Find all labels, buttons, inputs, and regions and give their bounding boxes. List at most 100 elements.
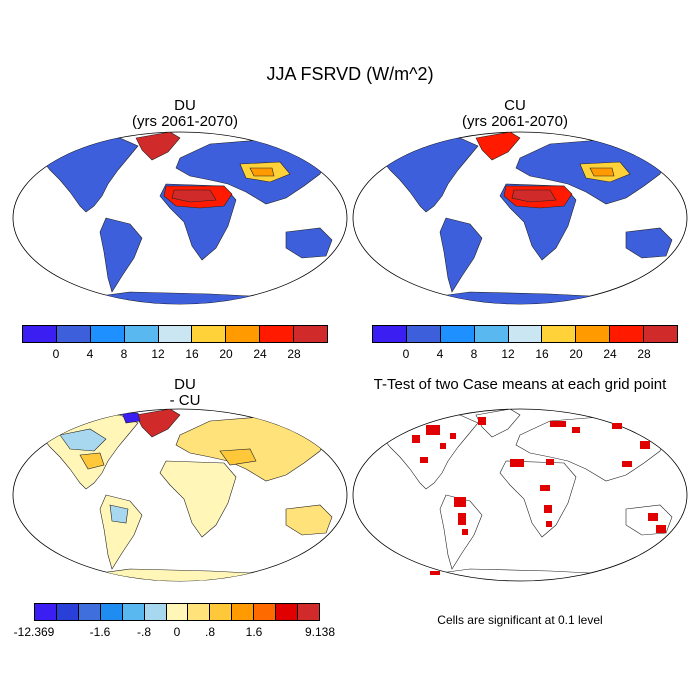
- colorbar-swatch: [226, 326, 261, 342]
- land-antarctica: [49, 291, 311, 304]
- colorbar-tick-label: 0: [173, 625, 181, 639]
- colorbar-diff-ticks: -12.369 -1.6 -.8 0 .8 1.6 9.138: [14, 625, 335, 641]
- map-diff: [12, 408, 348, 582]
- colorbar-tick-label: -12.369: [13, 625, 55, 639]
- sig-cell: [440, 443, 446, 449]
- colorbar-swatch: [23, 326, 57, 342]
- colorbar-swatch: [78, 604, 101, 620]
- colorbar-swatch: [90, 326, 125, 342]
- sig-cell: [622, 461, 632, 467]
- main-title: JJA FSRVD (W/m^2): [266, 64, 434, 84]
- colorbar-swatch: [406, 326, 441, 342]
- land-north-america: [41, 137, 139, 213]
- colorbar-swatch: [254, 604, 277, 620]
- colorbar-tick-label: -.8: [136, 625, 152, 639]
- colorbar-swatch: [122, 604, 145, 620]
- land-australia: [285, 504, 333, 536]
- sig-cell: [510, 459, 524, 467]
- colorbar-tick-label: 4: [436, 347, 444, 361]
- cool-north-america: [59, 428, 107, 452]
- map-cu: [352, 131, 688, 305]
- colorbar-tick-label: 20: [569, 347, 583, 361]
- sig-cell: [478, 417, 486, 425]
- sig-cell: [450, 433, 456, 439]
- colorbar-tick-label: 28: [637, 347, 651, 361]
- colorbar-swatch: [610, 326, 645, 342]
- colorbar-swatch: [56, 326, 91, 342]
- colorbar-diff-bar: [34, 603, 320, 621]
- hot-sahara-core: [511, 189, 557, 203]
- colorbar-swatch: [158, 326, 193, 342]
- sig-cell: [648, 513, 658, 521]
- outline-africa: [499, 460, 577, 538]
- sig-cell: [546, 521, 552, 527]
- sig-cell: [640, 441, 650, 449]
- land-south-america: [439, 217, 483, 293]
- land-antarctica: [49, 568, 311, 581]
- panel-cu-subtitle: (yrs 2061-2070): [462, 113, 568, 130]
- colorbar-swatch: [232, 604, 255, 620]
- warm-midasia-2: [249, 167, 275, 177]
- colorbar-tick-label: 8: [470, 347, 478, 361]
- panel-ttest-title-text: T-Test of two Case means at each grid po…: [373, 376, 667, 393]
- map-ttest: [352, 408, 688, 582]
- colorbar-tick-label: 12: [501, 347, 515, 361]
- panel-ttest-title: T-Test of two Case means at each grid po…: [350, 377, 690, 393]
- colorbar-swatch: [56, 604, 79, 620]
- sig-cell: [544, 505, 552, 513]
- sig-cell: [546, 459, 554, 465]
- land-africa: [159, 460, 237, 538]
- outline-south-america: [439, 494, 483, 570]
- colorbar-tick-label: 4: [86, 347, 94, 361]
- colorbar-swatch: [576, 326, 611, 342]
- colorbar-swatch: [440, 326, 475, 342]
- cool-arctic: [121, 412, 141, 424]
- land-south-america: [99, 217, 143, 293]
- colorbar-swatch: [35, 604, 57, 620]
- cool-amazon: [109, 504, 129, 524]
- colorbar-cu-bar: [372, 325, 678, 343]
- colorbar-swatch: [124, 326, 159, 342]
- panel-diff-title-text: DU: [174, 376, 196, 393]
- panel-cu-title-text: CU: [504, 97, 526, 114]
- colorbar-tick-label: 9.138: [304, 625, 336, 639]
- colorbar-tick-label: 12: [151, 347, 165, 361]
- colorbar-swatch: [276, 604, 299, 620]
- colorbar-swatch: [542, 326, 577, 342]
- outline-north-america: [381, 414, 479, 490]
- warm-midasia-2: [589, 167, 615, 177]
- land-south-america: [99, 494, 143, 570]
- colorbar-tick-label: .8: [204, 625, 216, 639]
- colorbar-swatch: [294, 326, 328, 342]
- colorbar-tick-label: 0: [52, 347, 60, 361]
- colorbar-tick-label: 16: [185, 347, 199, 361]
- sig-cell: [458, 513, 466, 525]
- significant-cells: [412, 417, 666, 575]
- colorbar-tick-label: 16: [535, 347, 549, 361]
- colorbar-swatch: [192, 326, 227, 342]
- land-greenland: [135, 409, 181, 438]
- land-australia: [625, 227, 673, 259]
- warm-mideast: [219, 448, 257, 466]
- sig-cell: [426, 425, 440, 435]
- colorbar-swatch: [644, 326, 678, 342]
- panel-du-subtitle: (yrs 2061-2070): [132, 113, 238, 130]
- sig-cell: [656, 525, 666, 533]
- sig-cell: [430, 571, 440, 575]
- colorbar-tick-label: 20: [219, 347, 233, 361]
- land-north-america: [381, 137, 479, 213]
- sig-cell: [412, 435, 420, 443]
- sig-cell: [550, 421, 566, 427]
- outline-greenland: [475, 409, 521, 438]
- colorbar-tick-label: 24: [603, 347, 617, 361]
- map-du: [12, 131, 348, 305]
- sig-cell: [420, 457, 428, 463]
- colorbar-du-bar: [22, 325, 328, 343]
- colorbar-swatch: [508, 326, 543, 342]
- panel-diff-title: DU - CU: [20, 377, 350, 409]
- colorbar-cu: [372, 325, 678, 343]
- hot-sahara-core: [171, 189, 217, 203]
- colorbar-tick-label: -1.6: [89, 625, 111, 639]
- colorbar-swatch: [373, 326, 407, 342]
- panel-cu-title: CU (yrs 2061-2070): [350, 98, 680, 130]
